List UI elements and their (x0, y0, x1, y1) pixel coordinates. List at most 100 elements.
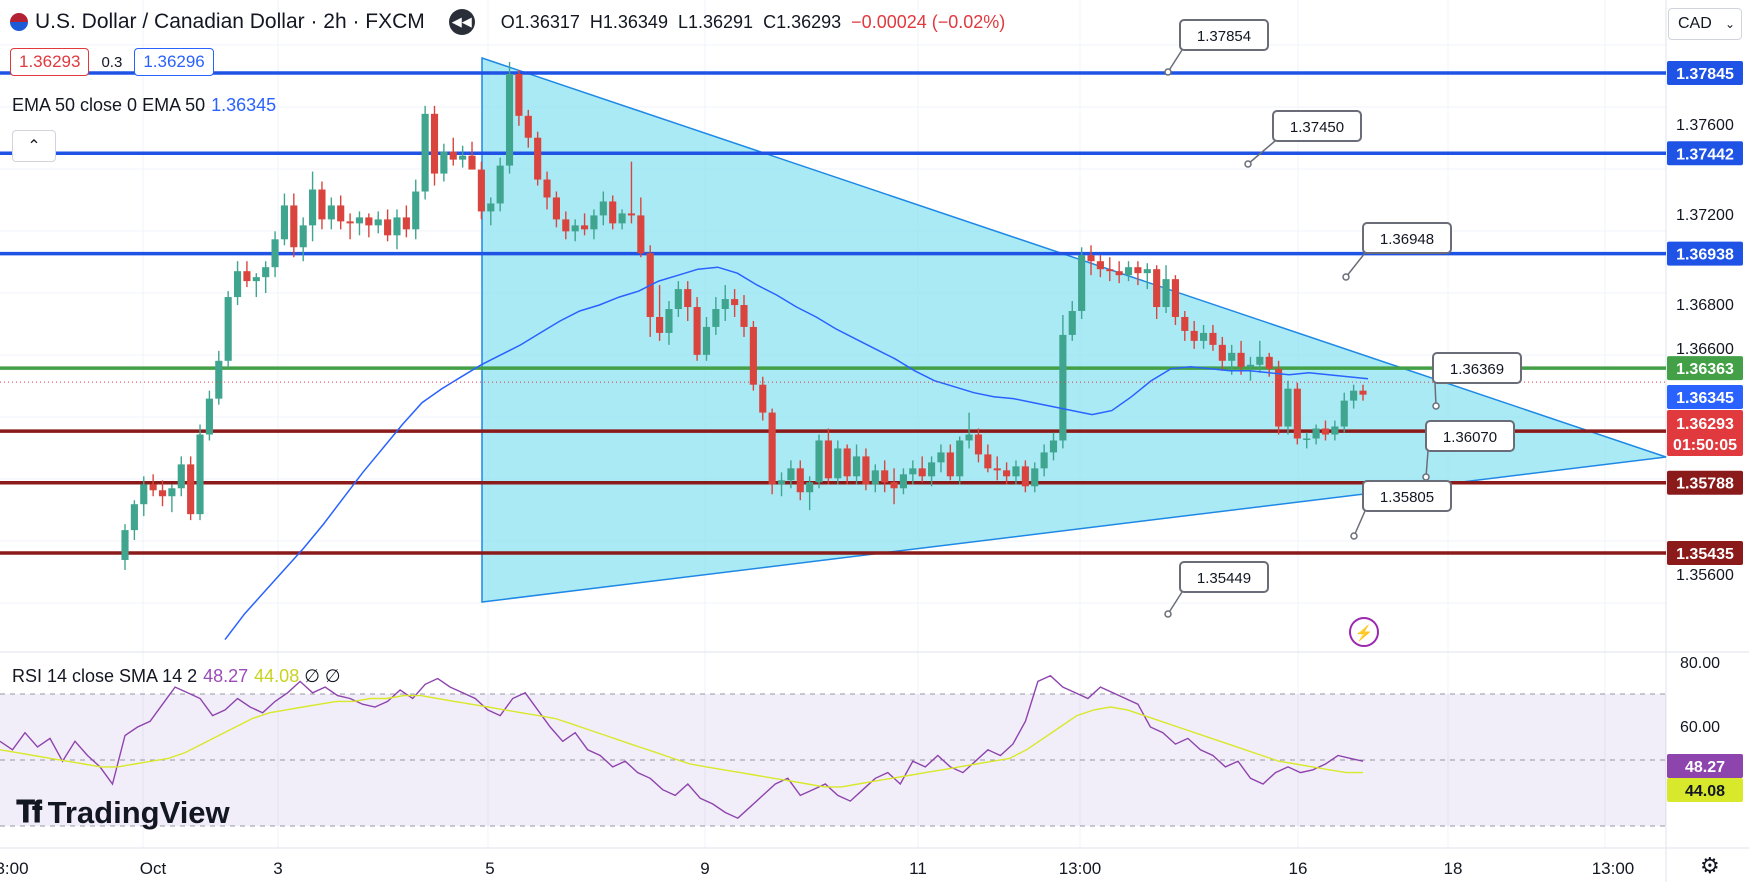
candle[interactable] (777, 472, 786, 497)
candle[interactable] (890, 468, 898, 505)
candle[interactable] (1078, 247, 1086, 319)
candle-body[interactable] (327, 205, 335, 220)
candle[interactable] (871, 464, 879, 493)
candle[interactable] (346, 213, 354, 240)
candle-body[interactable] (928, 462, 936, 477)
candle[interactable] (487, 197, 495, 226)
candle[interactable] (440, 143, 448, 182)
candle[interactable] (1021, 460, 1029, 493)
candle-body[interactable] (187, 464, 195, 515)
candle[interactable] (899, 468, 908, 495)
candle-body[interactable] (449, 151, 457, 160)
candle-body[interactable] (130, 504, 138, 531)
candle-body[interactable] (393, 217, 401, 236)
candle[interactable] (590, 209, 598, 240)
candle[interactable] (252, 273, 260, 298)
candle-body[interactable] (487, 203, 495, 212)
candle-body[interactable] (796, 468, 804, 493)
candle[interactable] (1171, 275, 1179, 325)
candle-body[interactable] (609, 201, 617, 224)
candle-body[interactable] (618, 213, 626, 224)
last-price-axis-label[interactable]: 1.36293 01:50:05 (1667, 410, 1743, 456)
candle[interactable] (130, 500, 138, 541)
candle[interactable] (205, 390, 213, 441)
candle-body[interactable] (346, 221, 354, 224)
candle[interactable] (365, 213, 373, 238)
candle-body[interactable] (656, 316, 664, 333)
candle-body[interactable] (1124, 267, 1133, 276)
candle[interactable] (299, 217, 307, 262)
rsi-sma-axis-label[interactable]: 44.08 (1667, 778, 1743, 802)
candle[interactable] (1012, 460, 1020, 485)
candle[interactable] (158, 480, 167, 507)
candles[interactable] (121, 62, 1367, 570)
candle-body[interactable] (233, 271, 242, 298)
candle-body[interactable] (1003, 470, 1011, 477)
candle-body[interactable] (684, 289, 692, 308)
candle[interactable] (1199, 324, 1208, 349)
candle[interactable] (327, 197, 335, 230)
candle[interactable] (1162, 265, 1170, 313)
candle-body[interactable] (280, 205, 289, 240)
candle-body[interactable] (1115, 271, 1123, 276)
candle-body[interactable] (1359, 390, 1367, 395)
candle[interactable] (1350, 384, 1358, 409)
candle[interactable] (215, 350, 223, 405)
candle-body[interactable] (759, 384, 767, 413)
candle-body[interactable] (1143, 269, 1151, 274)
candle-body[interactable] (768, 412, 776, 485)
candle[interactable] (599, 191, 607, 226)
candle-body[interactable] (1096, 261, 1104, 270)
price-callout-1.36070[interactable]: 1.36070 (1422, 420, 1515, 481)
candle[interactable] (1284, 380, 1292, 435)
candle-body[interactable] (309, 189, 317, 226)
candle-body[interactable] (993, 468, 1001, 471)
candle-body[interactable] (1031, 468, 1039, 487)
rewind-icon[interactable]: ◀◀ (448, 9, 475, 35)
candle[interactable] (1190, 320, 1198, 349)
candle-body[interactable] (1228, 352, 1236, 361)
rsi-axis-label[interactable]: 48.27 (1667, 754, 1743, 778)
candle-body[interactable] (806, 482, 814, 493)
candle[interactable] (149, 474, 157, 497)
candle-body[interactable] (534, 137, 542, 180)
candle[interactable] (909, 460, 917, 485)
candle[interactable] (280, 193, 289, 246)
candle[interactable] (477, 161, 485, 220)
candle[interactable] (337, 195, 345, 230)
candle[interactable] (787, 460, 795, 489)
candle[interactable] (552, 191, 560, 228)
candle-body[interactable] (712, 309, 720, 327)
candle-body[interactable] (843, 448, 851, 477)
candle-body[interactable] (984, 454, 992, 469)
candle-body[interactable] (834, 448, 842, 479)
currency-select[interactable]: CAD ⌄ (1668, 8, 1742, 40)
candle[interactable] (1256, 340, 1264, 373)
candle[interactable] (1331, 420, 1339, 441)
candle-body[interactable] (552, 197, 560, 220)
candle[interactable] (918, 456, 926, 483)
candle-body[interactable] (815, 440, 823, 483)
candle-body[interactable] (1209, 332, 1217, 345)
candle-body[interactable] (149, 484, 157, 491)
candle-body[interactable] (421, 113, 429, 192)
candle-body[interactable] (580, 225, 589, 230)
candle-body[interactable] (862, 456, 870, 485)
candle[interactable] (815, 434, 823, 489)
candle[interactable] (674, 281, 682, 317)
candle[interactable] (562, 211, 570, 240)
candle[interactable] (1340, 392, 1348, 433)
candle[interactable] (393, 209, 401, 250)
candle[interactable] (1275, 360, 1283, 435)
price-callout-1.35805[interactable]: 1.35805 (1350, 480, 1452, 540)
candle-body[interactable] (524, 115, 532, 138)
candle[interactable] (956, 436, 964, 485)
candle[interactable] (965, 412, 973, 449)
candle-body[interactable] (1237, 352, 1245, 367)
candle-body[interactable] (1059, 334, 1067, 441)
candle-body[interactable] (693, 307, 701, 355)
candle[interactable] (243, 261, 251, 288)
price-axis-label-1.37442[interactable]: 1.37442 (1667, 141, 1743, 166)
candle-body[interactable] (1350, 390, 1358, 401)
